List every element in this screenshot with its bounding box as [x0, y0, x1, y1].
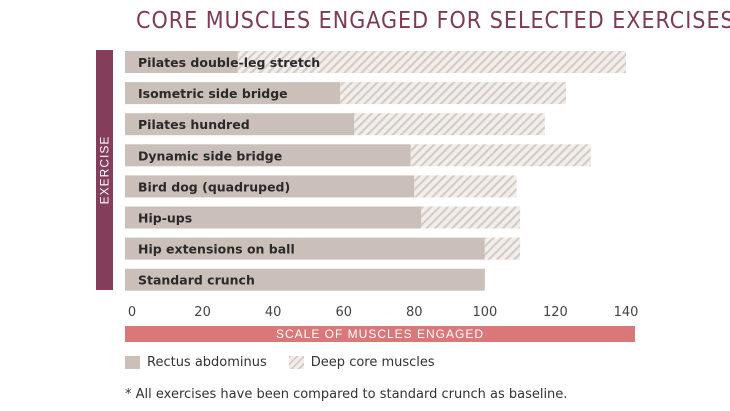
bar-label: Hip extensions on ball [138, 242, 295, 257]
bar-rectus [125, 82, 341, 105]
bar-deep-core [237, 51, 626, 73]
legend-label-rectus: Rectus abdominus [147, 355, 267, 370]
bar-label: Pilates double-leg stretch [138, 55, 320, 70]
bar-rectus [125, 51, 238, 73]
bar-rectus [125, 268, 485, 291]
bar-chart: Pilates double-leg stretch Isometric side… [125, 51, 639, 320]
bar-rectus [125, 113, 355, 136]
bar-deep-core [410, 144, 591, 167]
bar-rectus [125, 144, 411, 167]
bar-label: Isometric side bridge [138, 86, 288, 101]
bar-rectus [125, 175, 415, 198]
bar-rectus [125, 237, 485, 260]
bar-label: Standard crunch [138, 273, 255, 288]
bar-rectus [125, 206, 422, 229]
legend-label-deep: Deep core muscles [310, 355, 435, 370]
bar-deep-core [421, 206, 521, 229]
x-tick-label: 80 [406, 305, 423, 320]
legend-swatch-rectus [125, 356, 140, 369]
bar-deep-core [354, 113, 545, 136]
x-tick-label: 140 [614, 305, 639, 320]
legend-item-deep: Deep core muscles [288, 355, 435, 370]
bar-deep-core [414, 175, 517, 198]
footnote: * All exercises have been compared to st… [125, 387, 568, 402]
y-axis-label-band [96, 50, 113, 290]
bar-label: Dynamic side bridge [138, 148, 282, 163]
bar-label: Bird dog (quadruped) [138, 179, 290, 194]
bar-deep-core [484, 237, 521, 260]
x-tick-label: 100 [472, 305, 497, 320]
chart-title: CORE MUSCLES ENGAGED FOR SELECTED EXERCI… [136, 8, 730, 34]
legend-swatch-deep [288, 356, 304, 369]
x-tick-label: 20 [194, 305, 211, 320]
bar-label: Pilates hundred [138, 117, 250, 132]
legend-item-rectus: Rectus abdominus [125, 355, 267, 370]
legend: Rectus abdominus Deep core muscles [125, 355, 457, 370]
x-tick-label: 120 [543, 305, 568, 320]
bar-label: Hip-ups [138, 211, 192, 226]
x-tick-label: 0 [128, 305, 136, 320]
x-axis-label: SCALE OF MUSCLES ENGAGED [125, 326, 635, 342]
x-tick-label: 40 [265, 305, 282, 320]
bar-deep-core [340, 82, 567, 105]
x-tick-label: 60 [335, 305, 352, 320]
